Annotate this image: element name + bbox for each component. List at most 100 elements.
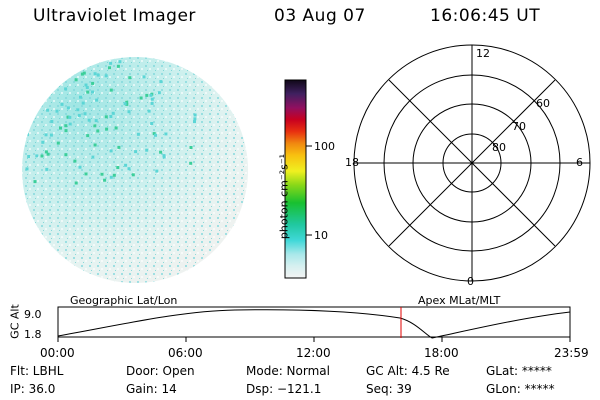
uv-speckle: [96, 73, 100, 77]
polar-plot: [353, 44, 591, 282]
uv-speckle: [116, 166, 120, 169]
uv-speckle: [86, 134, 90, 138]
uv-speckle: [150, 101, 154, 105]
uv-speckle: [27, 155, 31, 158]
uv-speckle: [81, 101, 85, 105]
x-tick-1800: 18:00: [424, 346, 459, 360]
status-ip: IP: 36.0: [10, 382, 56, 396]
uv-speckle: [41, 140, 45, 144]
uv-speckle: [114, 126, 118, 130]
status-gc-alt: GC Alt: 4.5 Re: [366, 364, 450, 378]
uv-speckle: [145, 93, 149, 97]
uv-speckle: [44, 133, 48, 137]
uv-speckle: [64, 124, 68, 128]
uv-speckle: [189, 161, 193, 165]
uv-speckle: [147, 109, 151, 113]
uv-speckle: [28, 91, 32, 95]
uv-speckle: [155, 169, 159, 173]
uv-speckle: [150, 122, 154, 125]
uv-speckle: [33, 180, 37, 184]
gc-alt-axis-title: GC Alt: [8, 304, 22, 339]
uv-speckle: [152, 132, 156, 136]
uv-speckle: [84, 172, 88, 176]
mlt-label-12: 12: [476, 47, 490, 60]
x-tick-2359: 23:59: [554, 346, 589, 360]
uv-speckle: [35, 154, 39, 158]
uv-speckle: [40, 97, 43, 101]
uv-speckle: [40, 58, 44, 61]
status-dsp: Dsp: −121.1: [246, 382, 322, 396]
uv-speckle: [104, 74, 108, 78]
mlt-label-6: 6: [576, 156, 583, 169]
uv-speckle: [83, 112, 87, 116]
lat-label-80: 80: [492, 141, 506, 154]
uv-speckle: [68, 115, 72, 119]
uv-speckle: [66, 73, 70, 77]
uv-speckle: [159, 150, 163, 154]
uv-speckle: [131, 173, 135, 177]
uv-speckle: [149, 93, 153, 97]
uv-speckle: [136, 132, 140, 136]
uv-speckle: [164, 132, 168, 136]
time-display: 16:06:45 UT: [430, 6, 541, 26]
uv-speckle: [79, 95, 82, 99]
uv-speckle: [127, 167, 131, 171]
colorbar: [284, 79, 312, 279]
uv-speckle: [36, 82, 40, 86]
uv-speckle: [134, 150, 138, 154]
uv-speckle: [145, 148, 149, 152]
status-glat: GLat: *****: [486, 364, 552, 378]
uv-speckle: [70, 65, 73, 69]
uv-speckle: [109, 88, 113, 92]
uv-speckle: [111, 111, 115, 115]
uv-speckle: [77, 113, 81, 117]
uv-speckle: [118, 60, 122, 64]
uv-speckle: [25, 133, 29, 137]
uv-speckle: [73, 58, 77, 61]
uv-speckle: [95, 98, 99, 102]
uv-speckle: [49, 133, 53, 137]
uv-speckle: [59, 126, 62, 130]
x-tick-0600: 06:00: [168, 346, 203, 360]
uv-speckle: [91, 90, 94, 94]
uv-speckle: [46, 152, 50, 156]
uv-speckle: [100, 172, 104, 176]
uv-speckle: [123, 102, 127, 106]
uv-speckle: [27, 74, 31, 78]
uv-speckle: [162, 154, 166, 158]
uv-speckle: [45, 91, 49, 94]
colorbar-tick-100: 100: [314, 140, 335, 153]
uv-speckle: [96, 129, 100, 133]
uv-speckle: [109, 175, 113, 179]
uv-speckle: [125, 100, 129, 104]
x-tick-1200: 12:00: [296, 346, 331, 360]
status-seq: Seq: 39: [366, 382, 412, 396]
uv-speckle: [128, 76, 132, 80]
uv-speckle: [157, 91, 161, 95]
uv-speckle: [78, 165, 82, 169]
uv-speckle: [50, 120, 54, 123]
uv-speckle: [84, 83, 88, 87]
uv-speckle: [25, 87, 29, 91]
y-tick-1-8: 1.8: [24, 328, 42, 341]
timeline-panel: [57, 306, 571, 342]
altitude-curve: [57, 309, 571, 339]
uv-speckle: [46, 108, 50, 112]
uv-speckle: [64, 129, 68, 133]
status-filter: Flt: LBHL: [10, 364, 64, 378]
uv-speckle: [63, 71, 66, 75]
status-glon: GLon: *****: [486, 382, 555, 396]
uv-speckle: [50, 79, 54, 83]
uv-speckle: [60, 102, 64, 106]
uv-speckle: [183, 62, 187, 66]
uv-speckle: [109, 149, 113, 153]
uv-speckle: [80, 72, 84, 76]
uv-speckle: [142, 75, 146, 79]
uv-speckle: [150, 97, 154, 101]
uv-speckle: [117, 145, 121, 149]
lat-label-60: 60: [536, 97, 550, 110]
uv-speckle: [82, 71, 86, 75]
uv-speckle: [76, 108, 80, 112]
uv-speckle: [66, 106, 70, 110]
uv-image-disk: [22, 57, 248, 283]
